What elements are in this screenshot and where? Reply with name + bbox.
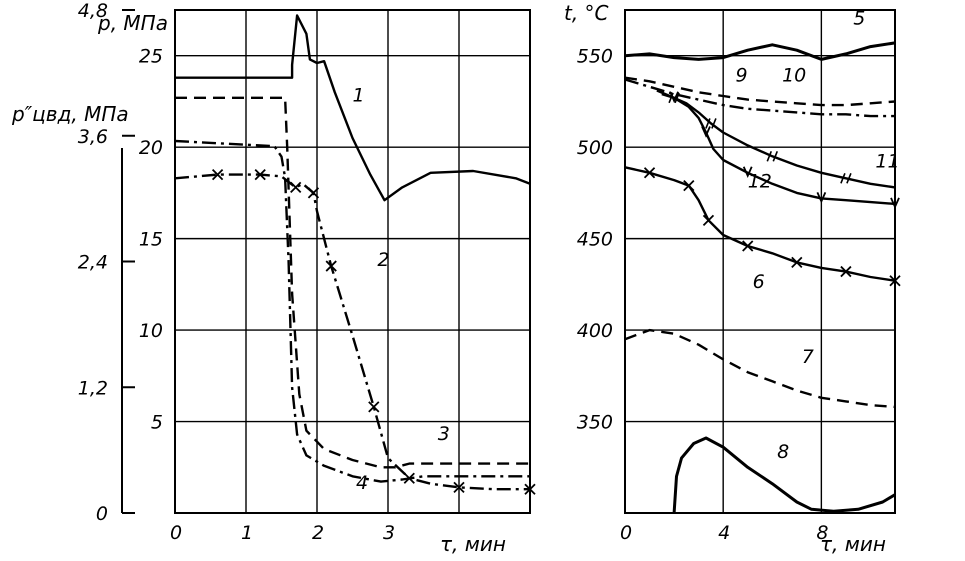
series-2-marker [307, 187, 320, 199]
series-2-marker [325, 260, 337, 272]
right-tick-labels: 0 4 8 350 400 450 500 550 [577, 46, 829, 544]
y-tick-label: 25 [139, 46, 163, 68]
right-chart-panel: 0 4 8 350 400 450 500 550 5 6 7 8 9 10 11 12 t, °C τ, … [564, 1, 901, 556]
curve-label-2: 2 [377, 249, 389, 271]
secondary-axis-tick-label: 4,8 [78, 0, 108, 22]
series-8-line [672, 436, 896, 514]
x-tick-label: 0 [170, 522, 182, 544]
series-6-marker [742, 240, 754, 252]
curve-label-1: 1 [353, 84, 365, 106]
curve-label-6: 6 [753, 271, 765, 293]
y-tick-label: 450 [577, 229, 613, 251]
x-tick-label: 2 [312, 522, 324, 544]
series-6-marker [889, 275, 901, 287]
curve-label-11: 11 [875, 150, 899, 172]
series-6-marker [702, 214, 715, 226]
series-2-line [174, 173, 530, 491]
series-11-marker [766, 151, 779, 162]
series-7-line [624, 328, 896, 409]
y-tick-label: 500 [577, 137, 613, 159]
y-tick-label: 550 [577, 46, 613, 68]
series-2-marker [290, 181, 302, 194]
y-tick-label: 5 [151, 412, 163, 434]
curve-label-3: 3 [438, 423, 450, 445]
left-series-group [174, 14, 536, 495]
right-gridlines [625, 10, 895, 513]
series-12-marker [669, 91, 679, 104]
x-tick-label: 8 [816, 522, 828, 544]
left-annotations: 1 2 3 4 [353, 84, 450, 494]
series-12-marker [890, 197, 900, 210]
right-annotations: 5 6 7 8 9 10 11 12 [735, 8, 899, 463]
secondary-axis-tick-label: 2,4 [78, 252, 108, 274]
right-plot-frame [624, 9, 896, 514]
curve-label-5: 5 [853, 8, 865, 30]
secondary-axis-tick-label: 3,6 [78, 126, 108, 148]
series-11-marker [840, 172, 852, 184]
series-2-marker [254, 168, 266, 181]
x-tick-label: 4 [718, 522, 730, 544]
secondary-y-axis-title: p″цвд, МПа [11, 102, 129, 126]
y-tick-label: 10 [139, 320, 163, 342]
series-2-marker [211, 168, 224, 181]
curve-label-9: 9 [735, 64, 747, 86]
series-6-line [624, 166, 896, 282]
secondary-axis-tick-label: 1,2 [78, 377, 108, 399]
series-6-marker [791, 256, 803, 269]
curve-label-10: 10 [782, 64, 806, 86]
series-6-marker [683, 179, 695, 192]
series-12-marker [816, 192, 827, 204]
x-tick-label: 0 [620, 522, 632, 544]
series-2-marker [453, 481, 465, 494]
series-12-line [656, 89, 896, 206]
x-tick-label: 3 [383, 522, 395, 544]
x-tick-label: 1 [241, 522, 253, 544]
secondary-axis-tick-label: 0 [96, 503, 108, 525]
series-2-marker [368, 401, 380, 413]
right-x-axis-title: τ, мин [820, 532, 886, 556]
series-4-line [174, 139, 530, 483]
series-1-line [175, 14, 531, 202]
secondary-axis-ticks: 0 1,2 2,4 3,6 4,8 [78, 0, 135, 525]
series-11-marker [705, 118, 717, 129]
y-tick-label: 20 [139, 137, 163, 159]
y-tick-label: 400 [577, 320, 613, 342]
series-9-line [624, 76, 896, 107]
series-12-marker [701, 126, 711, 138]
y-tick-label: 15 [139, 229, 163, 251]
left-plot-frame [174, 9, 531, 514]
series-12-marker [742, 166, 753, 179]
left-y-axis-title: p, МПа [97, 11, 168, 35]
left-x-axis-title: τ, мин [440, 532, 506, 556]
series-6-marker [840, 265, 852, 278]
series-5-line [624, 41, 896, 61]
series-3-line [175, 96, 530, 469]
series-11-line [661, 92, 896, 189]
curve-label-8: 8 [777, 441, 789, 463]
curve-label-7: 7 [802, 346, 814, 368]
left-gridlines [175, 10, 530, 513]
curve-label-12: 12 [748, 170, 772, 192]
series-6-marker [643, 167, 656, 179]
right-y-axis-title: t, °C [564, 1, 609, 25]
right-series-group [624, 41, 901, 514]
left-tick-labels: 0 1 2 3 5 10 15 20 25 [139, 46, 395, 544]
y-tick-label: 350 [577, 412, 613, 434]
curve-label-4: 4 [356, 472, 368, 494]
series-2-marker [524, 483, 536, 495]
